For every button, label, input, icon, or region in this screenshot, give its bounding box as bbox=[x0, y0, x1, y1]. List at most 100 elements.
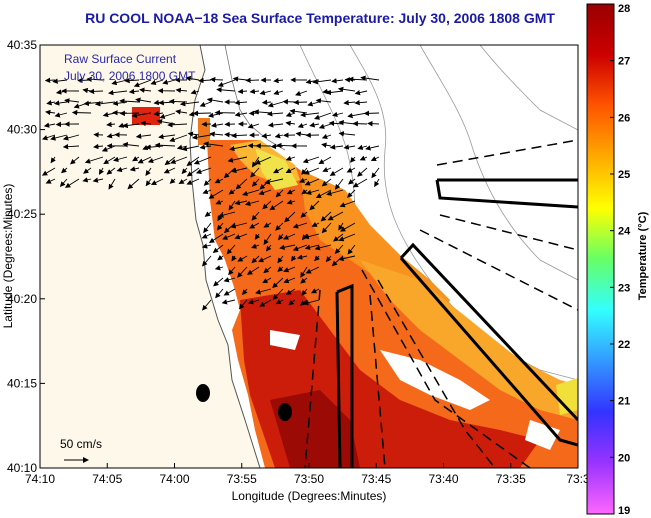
current-vector bbox=[254, 233, 261, 240]
current-vector bbox=[217, 79, 236, 87]
current-vector bbox=[262, 200, 272, 210]
current-vector bbox=[223, 277, 236, 283]
current-vector bbox=[178, 178, 188, 185]
current-vector bbox=[267, 122, 284, 128]
current-vector bbox=[321, 142, 332, 148]
legend-line-1: Raw Surface Current bbox=[64, 52, 177, 66]
sst-field bbox=[132, 107, 578, 468]
dashed-lanes bbox=[304, 139, 578, 468]
current-vector bbox=[218, 211, 236, 218]
current-vector bbox=[272, 288, 284, 300]
current-vector bbox=[224, 131, 236, 138]
current-vector bbox=[61, 167, 68, 174]
colorbar-tick-label: 24 bbox=[618, 226, 631, 238]
current-vector bbox=[258, 255, 272, 263]
current-vector bbox=[139, 87, 152, 93]
current-vector bbox=[286, 199, 296, 205]
current-vector bbox=[71, 109, 92, 116]
current-vector bbox=[202, 299, 212, 311]
current-vector bbox=[181, 167, 188, 175]
current-vector bbox=[98, 167, 105, 175]
current-vector bbox=[275, 222, 284, 231]
current-vector bbox=[59, 178, 68, 187]
current-vector bbox=[246, 266, 260, 275]
current-vector bbox=[277, 255, 284, 264]
current-vector bbox=[228, 266, 236, 276]
current-vector bbox=[159, 112, 176, 119]
current-vector bbox=[122, 142, 140, 148]
current-vector bbox=[209, 131, 224, 137]
current-vector bbox=[300, 277, 308, 284]
current-vector bbox=[46, 100, 56, 106]
current-vector bbox=[266, 111, 284, 117]
current-vector bbox=[92, 177, 104, 183]
current-vector bbox=[82, 177, 92, 183]
current-vector bbox=[255, 288, 272, 295]
current-vector bbox=[354, 89, 368, 96]
y-axis-label: Latitude (Degrees:Minutes) bbox=[1, 184, 15, 329]
current-vector bbox=[106, 121, 116, 128]
x-tick-label: 74:10 bbox=[25, 472, 55, 486]
colorbar-tick-label: 23 bbox=[618, 282, 630, 294]
current-vector bbox=[198, 77, 212, 84]
current-vector bbox=[318, 156, 332, 165]
current-vector bbox=[311, 288, 320, 294]
current-vector bbox=[228, 189, 236, 195]
current-vector bbox=[303, 167, 320, 175]
buoy-marker bbox=[196, 384, 210, 402]
current-vector bbox=[259, 89, 272, 96]
current-vector bbox=[338, 233, 356, 242]
current-vector bbox=[119, 110, 140, 117]
current-vector bbox=[346, 167, 356, 173]
current-vector bbox=[326, 189, 344, 196]
colorbar-tick-label: 28 bbox=[618, 3, 630, 15]
colorbar-tick-label: 26 bbox=[618, 112, 630, 124]
current-vector bbox=[202, 188, 212, 194]
current-vector bbox=[163, 167, 176, 174]
current-vector bbox=[357, 167, 368, 177]
current-vector bbox=[360, 75, 380, 81]
current-vector bbox=[273, 167, 284, 174]
x-axis: 74:10 74:05 74:00 73:55 73:50 73:45 73:40 73:35… bbox=[25, 463, 590, 486]
current-vector bbox=[321, 178, 332, 187]
current-vector bbox=[338, 255, 356, 262]
current-vector bbox=[62, 143, 80, 150]
current-vector bbox=[186, 156, 200, 167]
current-vector bbox=[273, 89, 284, 96]
chart-title: RU COOL NOAA−18 Sea Surface Temperature:… bbox=[85, 10, 555, 26]
current-vector bbox=[296, 254, 308, 260]
current-vector bbox=[299, 177, 308, 183]
current-vector bbox=[216, 222, 224, 231]
current-vector bbox=[179, 101, 200, 107]
current-vector bbox=[131, 112, 152, 118]
current-vector bbox=[305, 266, 320, 274]
current-vector bbox=[258, 189, 272, 196]
current-vector bbox=[331, 78, 344, 84]
current-vector bbox=[235, 178, 248, 190]
current-vector bbox=[108, 178, 116, 190]
colorbar bbox=[586, 3, 615, 515]
x-axis-label: Longitude (Degrees:Minutes) bbox=[232, 489, 387, 503]
current-vector bbox=[297, 122, 308, 129]
current-vector bbox=[83, 167, 92, 174]
current-vector bbox=[250, 167, 260, 178]
current-vector bbox=[321, 133, 332, 139]
current-vector bbox=[278, 233, 284, 241]
current-vector bbox=[334, 178, 344, 190]
current-vector bbox=[175, 109, 188, 115]
current-vector bbox=[84, 156, 104, 164]
current-vector bbox=[154, 142, 176, 148]
current-vector bbox=[226, 244, 236, 255]
current-vector bbox=[201, 243, 212, 249]
current-vector bbox=[325, 255, 332, 263]
current-vector bbox=[337, 86, 356, 93]
current-vector bbox=[234, 233, 248, 240]
colorbar-tick-label: 27 bbox=[618, 56, 630, 68]
x-tick-label: 73:35 bbox=[496, 472, 526, 486]
current-vector bbox=[322, 167, 332, 173]
buoy-marker bbox=[278, 403, 292, 421]
current-vector bbox=[167, 122, 188, 128]
current-vector bbox=[300, 211, 308, 218]
current-vector bbox=[251, 255, 260, 264]
current-vector bbox=[237, 255, 248, 262]
